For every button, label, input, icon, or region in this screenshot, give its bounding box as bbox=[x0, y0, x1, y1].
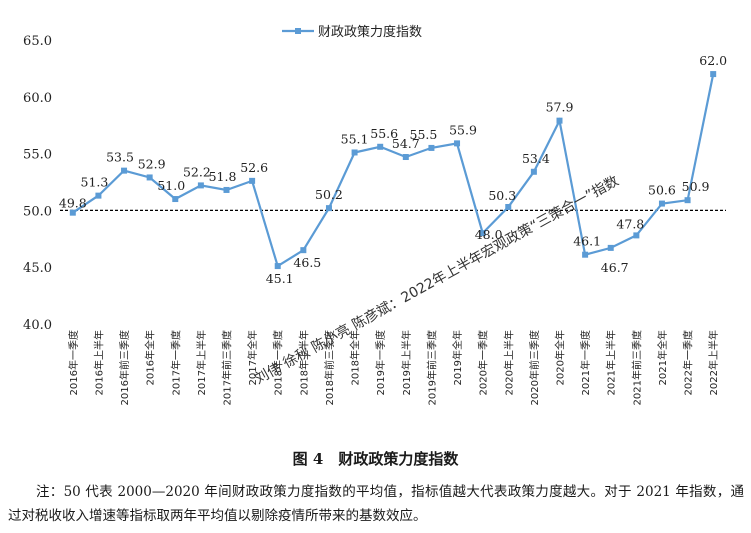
x-tick-label: 2019年一季度 bbox=[374, 330, 387, 395]
data-label: 55.1 bbox=[341, 131, 369, 146]
y-tick-label: 55.0 bbox=[23, 148, 52, 163]
data-point bbox=[582, 251, 589, 258]
data-label: 46.5 bbox=[293, 255, 321, 270]
data-label: 47.8 bbox=[616, 216, 644, 231]
data-label: 50.6 bbox=[648, 183, 676, 198]
x-tick-label: 2021年一季度 bbox=[579, 330, 592, 395]
legend: 财政政策力度指数 bbox=[282, 24, 422, 40]
x-tick-label: 2017年上半年 bbox=[195, 330, 208, 395]
x-tick-label: 2018年上半年 bbox=[297, 330, 310, 395]
data-point bbox=[146, 174, 153, 181]
data-label: 52.6 bbox=[240, 160, 268, 175]
series-line bbox=[72, 73, 715, 268]
data-label: 55.5 bbox=[410, 127, 438, 142]
data-label: 50.9 bbox=[682, 179, 710, 194]
chart: 65.0 60.0 55.0 50.0 45.0 40.0 2016年一季度 2016年上半… bbox=[23, 24, 727, 405]
series-markers bbox=[69, 71, 717, 270]
data-point bbox=[710, 71, 717, 78]
data-labels: 49.8 51.3 53.5 52.9 51.052.251.852.6 45.146.5… bbox=[59, 53, 727, 286]
x-tick-label: 2020年上半年 bbox=[502, 330, 515, 395]
data-point bbox=[325, 205, 332, 212]
data-point bbox=[300, 247, 307, 254]
x-tick-label: 2017年全年 bbox=[246, 330, 259, 385]
x-tick-label: 2018年全年 bbox=[349, 330, 362, 385]
figure-note: 注：50 代表 2000—2020 年间财政政策力度指数的平均值，指标值越大代表… bbox=[8, 484, 744, 524]
x-tick-label: 2017年一季度 bbox=[169, 330, 182, 395]
x-tick-label: 2021年全年 bbox=[656, 330, 669, 385]
x-tick-label: 2016年一季度 bbox=[67, 330, 80, 395]
x-tick-label: 2019年上半年 bbox=[400, 330, 413, 395]
data-point bbox=[633, 232, 640, 239]
data-label: 53.5 bbox=[106, 150, 134, 165]
legend-marker bbox=[295, 28, 301, 34]
data-point bbox=[402, 154, 409, 161]
x-tick-label: 2016年全年 bbox=[144, 330, 157, 385]
data-point bbox=[351, 149, 358, 156]
x-tick-label: 2022年上半年 bbox=[707, 330, 720, 395]
data-point bbox=[95, 192, 102, 199]
x-tick-label: 2017年前三季度 bbox=[221, 330, 234, 405]
data-label: 45.1 bbox=[266, 271, 294, 286]
data-label: 51.3 bbox=[81, 175, 109, 190]
data-label: 55.6 bbox=[370, 126, 398, 141]
y-tick-label: 65.0 bbox=[23, 34, 52, 49]
y-tick-label: 50.0 bbox=[23, 204, 52, 219]
data-point bbox=[479, 230, 486, 237]
x-tick-label: 2018年前三季度 bbox=[323, 330, 336, 405]
data-label: 62.0 bbox=[699, 53, 727, 68]
figure-caption: 图 4 财政政策力度指数 bbox=[292, 450, 459, 468]
data-point bbox=[428, 144, 435, 151]
data-point bbox=[172, 196, 179, 203]
legend-label: 财政政策力度指数 bbox=[318, 24, 422, 40]
x-axis-ticks: 2016年一季度 2016年上半年 2016年前三季度 2016年全年 2017年一季度… bbox=[67, 330, 720, 405]
x-tick-label: 2020年一季度 bbox=[477, 330, 490, 395]
data-point bbox=[377, 143, 384, 150]
x-tick-label: 2016年上半年 bbox=[92, 330, 105, 395]
x-tick-label: 2019年全年 bbox=[451, 330, 464, 385]
y-tick-label: 60.0 bbox=[23, 91, 52, 106]
data-point bbox=[658, 200, 665, 207]
data-point bbox=[530, 168, 537, 175]
x-tick-label: 2018年一季度 bbox=[272, 330, 285, 395]
x-tick-label: 2019年前三季度 bbox=[425, 330, 438, 405]
data-point bbox=[454, 140, 461, 147]
y-tick-label: 45.0 bbox=[23, 261, 52, 276]
data-label: 53.4 bbox=[522, 151, 550, 166]
data-label: 51.8 bbox=[209, 169, 237, 184]
data-point bbox=[684, 197, 691, 204]
x-tick-label: 2022年一季度 bbox=[682, 330, 695, 395]
data-point bbox=[505, 203, 512, 210]
data-point bbox=[223, 186, 230, 193]
data-label: 57.9 bbox=[546, 100, 574, 115]
x-tick-label: 2020年全年 bbox=[554, 330, 567, 385]
x-tick-label: 2021年上半年 bbox=[605, 330, 618, 395]
data-label: 52.9 bbox=[138, 156, 166, 171]
data-point bbox=[249, 177, 256, 184]
x-tick-label: 2021年前三季度 bbox=[630, 330, 643, 405]
data-label: 54.7 bbox=[392, 136, 420, 151]
data-point bbox=[556, 117, 563, 124]
data-label: 50.3 bbox=[488, 188, 516, 203]
x-tick-label: 2020年前三季度 bbox=[528, 330, 541, 405]
data-point bbox=[274, 263, 281, 270]
data-label: 52.2 bbox=[183, 164, 211, 179]
data-label: 55.9 bbox=[449, 122, 477, 137]
data-point bbox=[607, 244, 614, 251]
data-label: 48.0 bbox=[475, 227, 503, 242]
y-axis-ticks: 65.0 60.0 55.0 50.0 45.0 40.0 bbox=[23, 34, 52, 333]
data-label: 49.8 bbox=[59, 196, 87, 211]
data-point bbox=[197, 182, 204, 189]
data-label: 51.0 bbox=[157, 178, 185, 193]
data-label: 46.1 bbox=[573, 234, 601, 249]
data-label: 50.2 bbox=[315, 187, 343, 202]
data-point bbox=[121, 167, 128, 174]
data-label: 46.7 bbox=[601, 260, 629, 275]
data-point bbox=[69, 209, 76, 216]
y-tick-label: 40.0 bbox=[23, 318, 52, 333]
x-tick-label: 2016年前三季度 bbox=[118, 330, 131, 405]
